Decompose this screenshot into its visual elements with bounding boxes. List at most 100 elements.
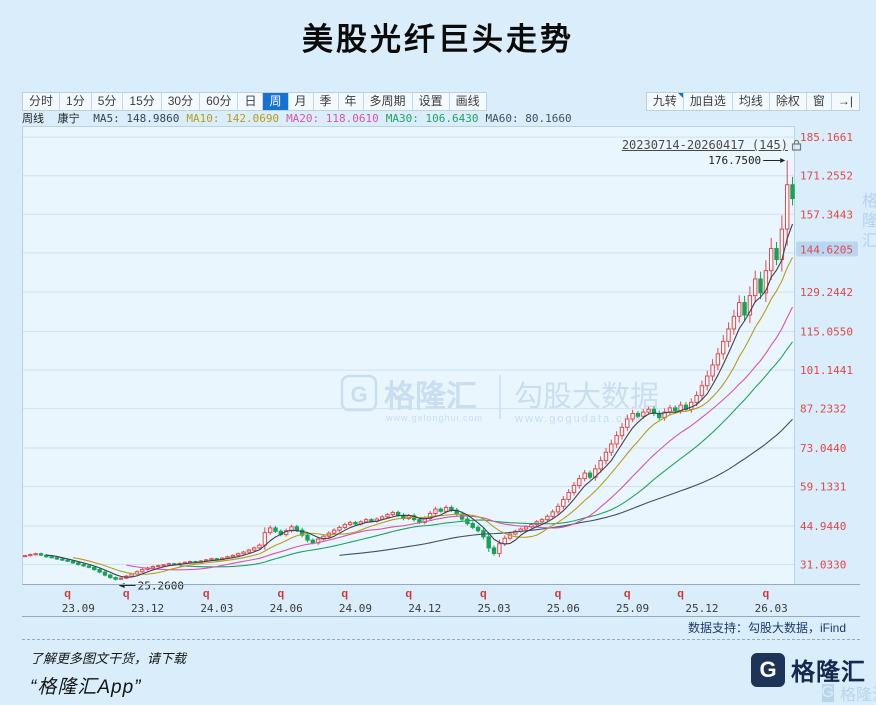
svg-text:129.2442: 129.2442: [800, 286, 853, 299]
chart-area: G 格隆汇 www.gelonghui.com 勾股大数据 www.gogudata.c…: [22, 126, 860, 616]
svg-text:25.06: 25.06: [547, 602, 580, 615]
x-axis-labels: 23.09 23.12 24.03 24.06 24.09 24.12 25.03 25.06…: [62, 602, 788, 615]
ma-legend-item: MA60: 80.1660: [485, 112, 572, 125]
period-tab[interactable]: 日: [238, 93, 264, 110]
period-tab[interactable]: 年: [339, 93, 364, 110]
chart-panel: 分时 1分 5分 15分 30分 60分日周月季年多周期 设置 画线 九转 加自选 均线 除权窗 →|…: [22, 92, 860, 640]
svg-text:q: q: [123, 588, 130, 600]
ma-legend-item: MA10: 142.0690: [186, 112, 280, 125]
lock-icon: [791, 139, 802, 151]
ma10-line: [72, 257, 794, 575]
chart-toolbar: 分时 1分 5分 15分 30分 60分日周月季年多周期 设置 画线 九转 加自选 均线 除权窗 →|: [22, 92, 860, 111]
ma-legend-item: MA5: 148.9860: [93, 112, 180, 125]
svg-text:q: q: [203, 588, 210, 600]
svg-text:25.09: 25.09: [616, 602, 649, 615]
svg-text:73.0440: 73.0440: [800, 442, 846, 455]
svg-text:q: q: [277, 588, 284, 600]
svg-text:25.2600: 25.2600: [138, 579, 184, 592]
svg-text:23.12: 23.12: [131, 602, 164, 615]
period-tab[interactable]: 多周期: [364, 93, 413, 110]
period-tab[interactable]: 1分: [60, 93, 92, 110]
period-tab[interactable]: 分时: [23, 93, 61, 110]
period-label: 周线: [22, 112, 44, 125]
brand-logo: G 格隆汇: [751, 652, 866, 687]
svg-text:q: q: [677, 588, 684, 600]
tool-button[interactable]: 加自选: [684, 93, 733, 110]
period-tab[interactable]: 5分: [92, 93, 124, 110]
ma5-line: [46, 223, 794, 578]
svg-text:q: q: [405, 588, 412, 600]
svg-text:q: q: [555, 588, 562, 600]
svg-text:23.09: 23.09: [62, 602, 95, 615]
candles: [22, 160, 795, 581]
tool-button[interactable]: 窗: [807, 93, 832, 110]
jump-to-latest-icon[interactable]: →|: [837, 94, 853, 108]
ma-legend-item: MA30: 106.6430: [385, 112, 479, 125]
tool-button[interactable]: 均线: [733, 93, 770, 110]
period-tab[interactable]: 设置: [413, 93, 450, 110]
period-tab[interactable]: 季: [314, 93, 339, 110]
svg-text:24.09: 24.09: [339, 602, 372, 615]
svg-text:24.12: 24.12: [408, 602, 441, 615]
period-tab[interactable]: 月: [289, 93, 314, 110]
center-watermark: G 格隆汇www.gelonghui.com勾股大数据www.gogudata.c…: [340, 374, 659, 425]
svg-text:25.12: 25.12: [685, 602, 718, 615]
svg-text:q: q: [480, 588, 487, 600]
tool-button-group: 九转 加自选 均线 除权窗 →|: [645, 92, 860, 111]
svg-text:101.1441: 101.1441: [800, 364, 853, 377]
promo-line2: “格隆汇App”: [30, 677, 142, 698]
latest-price-tag: 144.6205: [796, 241, 858, 257]
tool-button[interactable]: 九转: [647, 93, 684, 110]
date-range-text: 20230714-20260417 (145): [621, 138, 788, 152]
symbol-name: 康宁: [57, 112, 80, 125]
svg-text:31.0330: 31.0330: [800, 558, 846, 571]
price-annotations: 176.7500 25.2600: [118, 154, 786, 592]
svg-text:G: G: [350, 382, 367, 407]
ma-legend-item: MA20: 118.0610: [286, 112, 379, 125]
period-tab[interactable]: 周: [263, 93, 289, 110]
svg-text:q: q: [763, 588, 770, 600]
period-tab[interactable]: 画线: [455, 94, 480, 108]
period-tab-group: 分时 1分 5分 15分 30分 60分日周月季年多周期 设置 画线: [22, 92, 487, 111]
svg-text:176.7500: 176.7500: [708, 154, 761, 167]
promo-line1: 了解更多图文干货，请下载: [30, 651, 187, 666]
page-title: 美股光纤巨头走势: [302, 22, 574, 57]
svg-text:www.gelonghui.com: www.gelonghui.com: [385, 413, 483, 423]
svg-text:87.2332: 87.2332: [800, 403, 846, 416]
svg-text:44.9440: 44.9440: [800, 520, 846, 533]
period-tab[interactable]: 30分: [162, 93, 201, 110]
svg-text:q: q: [64, 588, 71, 600]
data-credit: 数据支持：勾股大数据，iFind: [22, 616, 860, 640]
ma-values: MA5: 148.9860 MA10: 142.0690 MA20: 118.061…: [93, 112, 578, 125]
tool-button[interactable]: 除权: [770, 93, 807, 110]
chart-plot-area[interactable]: [22, 126, 795, 585]
svg-text:q: q: [341, 588, 348, 600]
date-range-label[interactable]: 20230714-20260417 (145): [622, 138, 802, 152]
logo-text: 格隆汇: [791, 659, 866, 686]
period-tab[interactable]: 15分: [123, 93, 162, 110]
svg-text:24.03: 24.03: [200, 602, 233, 615]
svg-text:144.6205: 144.6205: [800, 244, 853, 257]
ma-legend: 周线 康宁 MA5: 148.9860 MA10: 142.0690 MA20: 1…: [22, 111, 860, 126]
svg-text:157.3443: 157.3443: [800, 208, 853, 221]
ma60-line: [339, 418, 793, 556]
edge-watermark: 格隆汇: [859, 192, 876, 252]
svg-text:59.1331: 59.1331: [800, 481, 846, 494]
svg-text:24.06: 24.06: [270, 602, 303, 615]
logo-mark-icon: G: [751, 652, 785, 687]
svg-text:171.2552: 171.2552: [800, 170, 853, 183]
svg-text:185.1661: 185.1661: [800, 131, 853, 144]
grid-and-axis: 185.1661 171.2552 157.3443 129.2442 115.0550…: [23, 131, 853, 571]
period-tab[interactable]: 60分: [200, 93, 239, 110]
svg-text:25.03: 25.03: [477, 602, 510, 615]
svg-text:26.03: 26.03: [755, 602, 788, 615]
svg-text:勾股大数据: 勾股大数据: [514, 380, 659, 413]
svg-text:www.gogudata.com: www.gogudata.com: [514, 413, 643, 425]
candlestick-chart: G 格隆汇www.gelonghui.com勾股大数据www.gogudata.c…: [22, 126, 860, 615]
promo-text: 了解更多图文干货，请下载 “格隆汇App”: [30, 648, 186, 699]
svg-text:q: q: [624, 588, 631, 600]
ma20-line: [126, 306, 794, 571]
svg-text:115.0550: 115.0550: [800, 326, 853, 339]
